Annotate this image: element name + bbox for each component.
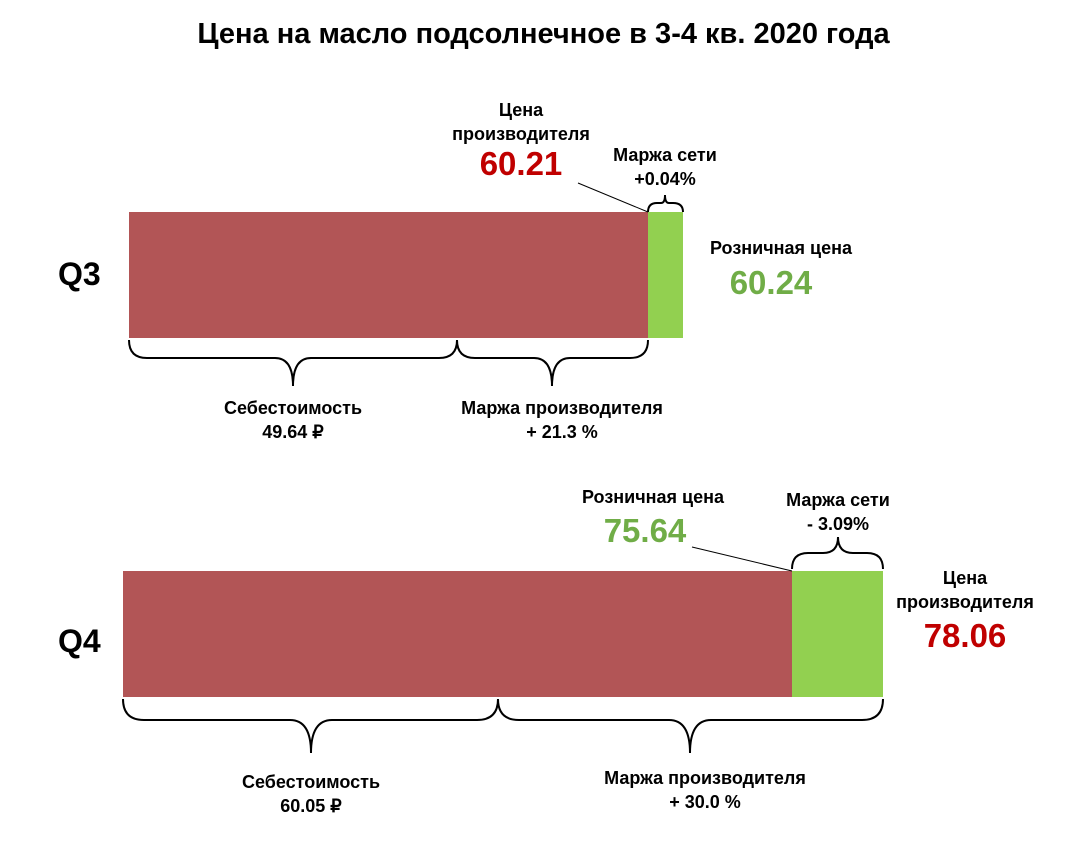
q3-producer-margin-label: Маржа производителя — [461, 398, 663, 418]
q3-net-margin-brace — [647, 194, 684, 213]
q3-net-margin-value: +0.04% — [634, 169, 696, 189]
q4-producer-margin-label: Маржа производителя — [604, 768, 806, 788]
q4-producer-margin-brace — [497, 698, 884, 754]
q3-producer-label: Цена производителя — [452, 100, 590, 144]
q4-net-margin-bar — [792, 571, 883, 697]
q3-label: Q3 — [58, 256, 101, 292]
q4-net-margin-label: Маржа сети — [786, 490, 890, 510]
q4-retail-bar — [123, 571, 792, 697]
q3-producer-bar — [129, 212, 648, 338]
q4-retail-label: Розничная цена — [582, 487, 724, 507]
q4-producer-margin-value: + 30.0 % — [669, 792, 741, 812]
q4-cost-brace — [122, 698, 499, 754]
q4-retail-price: 75.64 — [603, 512, 687, 549]
q4-producer-price: 78.06 — [923, 617, 1007, 654]
q4-cost-value: 60.05 ₽ — [280, 796, 342, 816]
q3-cost-brace — [128, 339, 458, 387]
q3-retail-label: Розничная цена — [710, 238, 852, 258]
q3-net-margin-bar — [648, 212, 683, 338]
q3-producer-margin-brace — [456, 339, 649, 387]
q4-label: Q4 — [58, 623, 101, 659]
q4-cost-label: Себестоимость — [241, 772, 381, 792]
q3-producer-price: 60.21 — [479, 145, 563, 182]
q3-producer-pointer — [577, 182, 649, 213]
chart-title: Цена на масло подсолнечное в 3-4 кв. 202… — [197, 18, 890, 50]
q3-cost-label: Себестоимость — [223, 398, 363, 418]
q4-net-margin-value: - 3.09% — [806, 514, 870, 534]
q4-producer-label: Цена производителя — [896, 568, 1034, 612]
q3-producer-margin-value: + 21.3 % — [526, 422, 598, 442]
q4-retail-pointer — [691, 546, 793, 572]
q3-cost-value: 49.64 ₽ — [262, 422, 324, 442]
q4-net-margin-brace — [791, 536, 884, 570]
q3-retail-price: 60.24 — [729, 264, 813, 301]
q3-net-margin-label: Маржа сети — [613, 145, 717, 165]
